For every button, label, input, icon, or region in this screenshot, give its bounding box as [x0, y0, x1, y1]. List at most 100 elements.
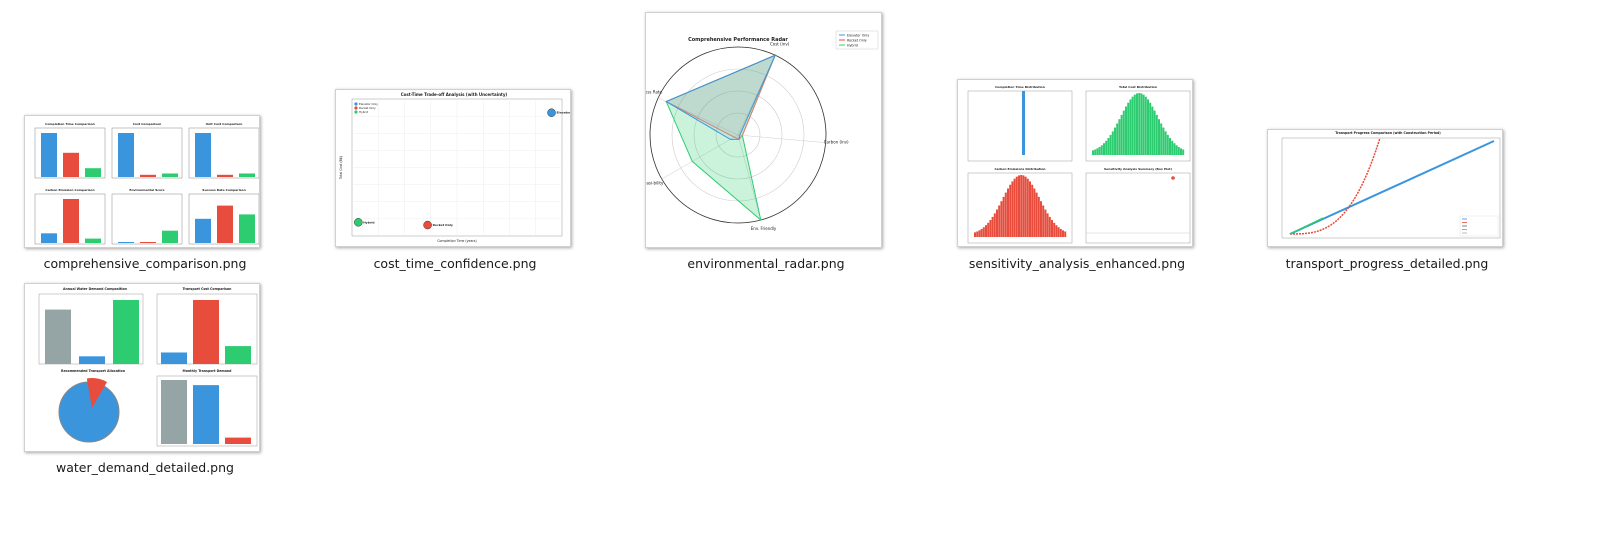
radar-axis-label: Feasi-bility — [646, 180, 664, 185]
legend-marker — [354, 102, 358, 106]
bar — [225, 437, 251, 444]
panel-title: Carbon Emissions Distribution — [994, 167, 1045, 171]
panel-title: Success Rate Comparison — [202, 188, 245, 192]
histogram-bar — [1096, 148, 1099, 155]
series-line — [1289, 137, 1381, 235]
histogram-bar — [1122, 110, 1125, 155]
bar — [41, 133, 57, 177]
histogram-bar — [1053, 222, 1056, 237]
radar-ring — [715, 112, 761, 158]
bar — [63, 199, 79, 243]
bar — [161, 380, 187, 444]
histogram-bar — [1048, 216, 1051, 237]
bar — [45, 309, 71, 364]
histogram-bar — [1035, 192, 1038, 237]
histogram-bar — [1133, 94, 1136, 155]
file-thumbnail[interactable]: Comprehensive Performance Radar Cost (inv… — [645, 12, 882, 248]
histogram-bar — [998, 205, 1001, 237]
panel-title: Completion Time Distribution — [995, 85, 1045, 89]
histogram-bar — [1118, 119, 1121, 155]
file-name-label: environmental_radar.png — [687, 256, 845, 271]
histogram-bar — [1111, 131, 1114, 155]
histogram-bar — [1140, 93, 1143, 155]
histogram-bar — [1051, 220, 1053, 237]
file-item-comprehensive-comparison[interactable]: Completion Time Comparison Cost Compariso… — [20, 110, 270, 280]
pie-slice — [86, 378, 107, 408]
histogram-bar — [1136, 93, 1138, 155]
bar — [239, 173, 255, 177]
histogram-bar — [1059, 228, 1062, 237]
histogram-bar — [1103, 143, 1105, 155]
histogram-bar — [1177, 146, 1180, 155]
file-name-label: sensitivity_analysis_enhanced.png — [968, 256, 1186, 271]
histogram-bar — [1162, 127, 1165, 155]
histogram-bar — [1182, 149, 1185, 155]
panel-title: Monthly Transport Demand — [183, 369, 233, 373]
histogram-bar — [1094, 149, 1097, 155]
histogram-bar — [1024, 176, 1027, 237]
y-axis-label: Total Cost (B$) — [339, 156, 343, 180]
bar — [118, 133, 134, 177]
histogram-bar — [1055, 225, 1058, 237]
panel-title: Total Cost Distribution — [1119, 85, 1157, 89]
histogram-bar — [1109, 134, 1112, 155]
chart-title: Comprehensive Performance Radar — [688, 37, 788, 43]
histogram-bar — [1171, 140, 1174, 155]
data-point — [547, 108, 556, 117]
legend-box — [835, 30, 879, 50]
water-demand-preview: Annual Water Demand Composition Transport… — [38, 287, 258, 447]
file-thumbnail[interactable]: Completion Time Distribution Total Cost D… — [957, 79, 1193, 247]
file-item-cost-time-confidence[interactable]: Cost-Time Trade-off Analysis (with Uncer… — [330, 85, 580, 280]
histogram-bar — [976, 231, 979, 237]
legend-label: Rocket Only — [359, 106, 376, 110]
legend-label: Hybrid — [847, 44, 858, 48]
bar — [162, 173, 178, 177]
file-thumbnail[interactable]: Annual Water Demand Composition Transport… — [24, 283, 260, 452]
histogram-bar — [1015, 176, 1018, 237]
file-item-transport-progress-detailed[interactable]: Transport Progress Comparison (with Cons… — [1262, 125, 1512, 280]
pie-slice — [58, 381, 120, 443]
histogram-bar — [1173, 143, 1176, 155]
bar — [85, 168, 101, 177]
bar — [41, 233, 57, 243]
histogram-bar — [985, 225, 987, 237]
file-thumbnail[interactable]: Cost-Time Trade-off Analysis (with Uncer… — [335, 89, 571, 247]
file-thumbnail[interactable]: Transport Progress Comparison (with Cons… — [1267, 129, 1503, 247]
histogram-bar — [1020, 175, 1023, 237]
histogram-bar — [1107, 138, 1110, 155]
file-name-label: comprehensive_comparison.png — [43, 256, 247, 271]
histogram-bar — [1092, 150, 1094, 155]
bar — [193, 385, 219, 444]
file-item-environmental-radar[interactable]: Comprehensive Performance Radar Cost (inv… — [641, 10, 891, 280]
transport-progress-preview: Transport Progress Comparison (with Cons… — [1281, 131, 1501, 239]
histogram-bar — [1004, 192, 1007, 237]
histogram-bar — [993, 213, 996, 237]
histogram-bar — [1166, 134, 1169, 155]
histogram-bar — [1153, 110, 1156, 155]
radar-spoke — [737, 134, 826, 143]
panel-title: Environmental Score — [129, 188, 164, 192]
panel-title: Completion Time Comparison — [45, 122, 95, 126]
histogram-bar — [1147, 99, 1149, 155]
histogram-bar — [1029, 181, 1031, 237]
histogram-bar — [1022, 91, 1025, 155]
histogram-bar — [1011, 181, 1014, 237]
histogram-bar — [989, 220, 992, 237]
file-item-sensitivity-analysis-enhanced[interactable]: Completion Time Distribution Total Cost D… — [952, 75, 1202, 280]
bar — [193, 300, 219, 364]
histogram-bar — [987, 222, 990, 237]
histogram-bar — [1046, 213, 1049, 237]
panel-title: Annual Water Demand Composition — [63, 287, 128, 291]
histogram-bar — [1018, 175, 1020, 237]
file-thumbnail[interactable]: Completion Time Comparison Cost Compariso… — [24, 115, 260, 248]
panel-title: Transport Cost Comparison — [183, 287, 232, 291]
radar-spoke — [737, 134, 762, 221]
histogram-bar — [978, 230, 981, 237]
bar — [140, 242, 156, 243]
file-item-water-demand-detailed[interactable]: Annual Water Demand Composition Transport… — [20, 280, 270, 480]
comprehensive-comparison-preview: Completion Time Comparison Cost Compariso… — [34, 122, 259, 245]
chart-title: Cost-Time Trade-off Analysis (with Uncer… — [401, 92, 508, 97]
histogram-bar — [996, 209, 998, 237]
histogram-bar — [1064, 231, 1067, 237]
